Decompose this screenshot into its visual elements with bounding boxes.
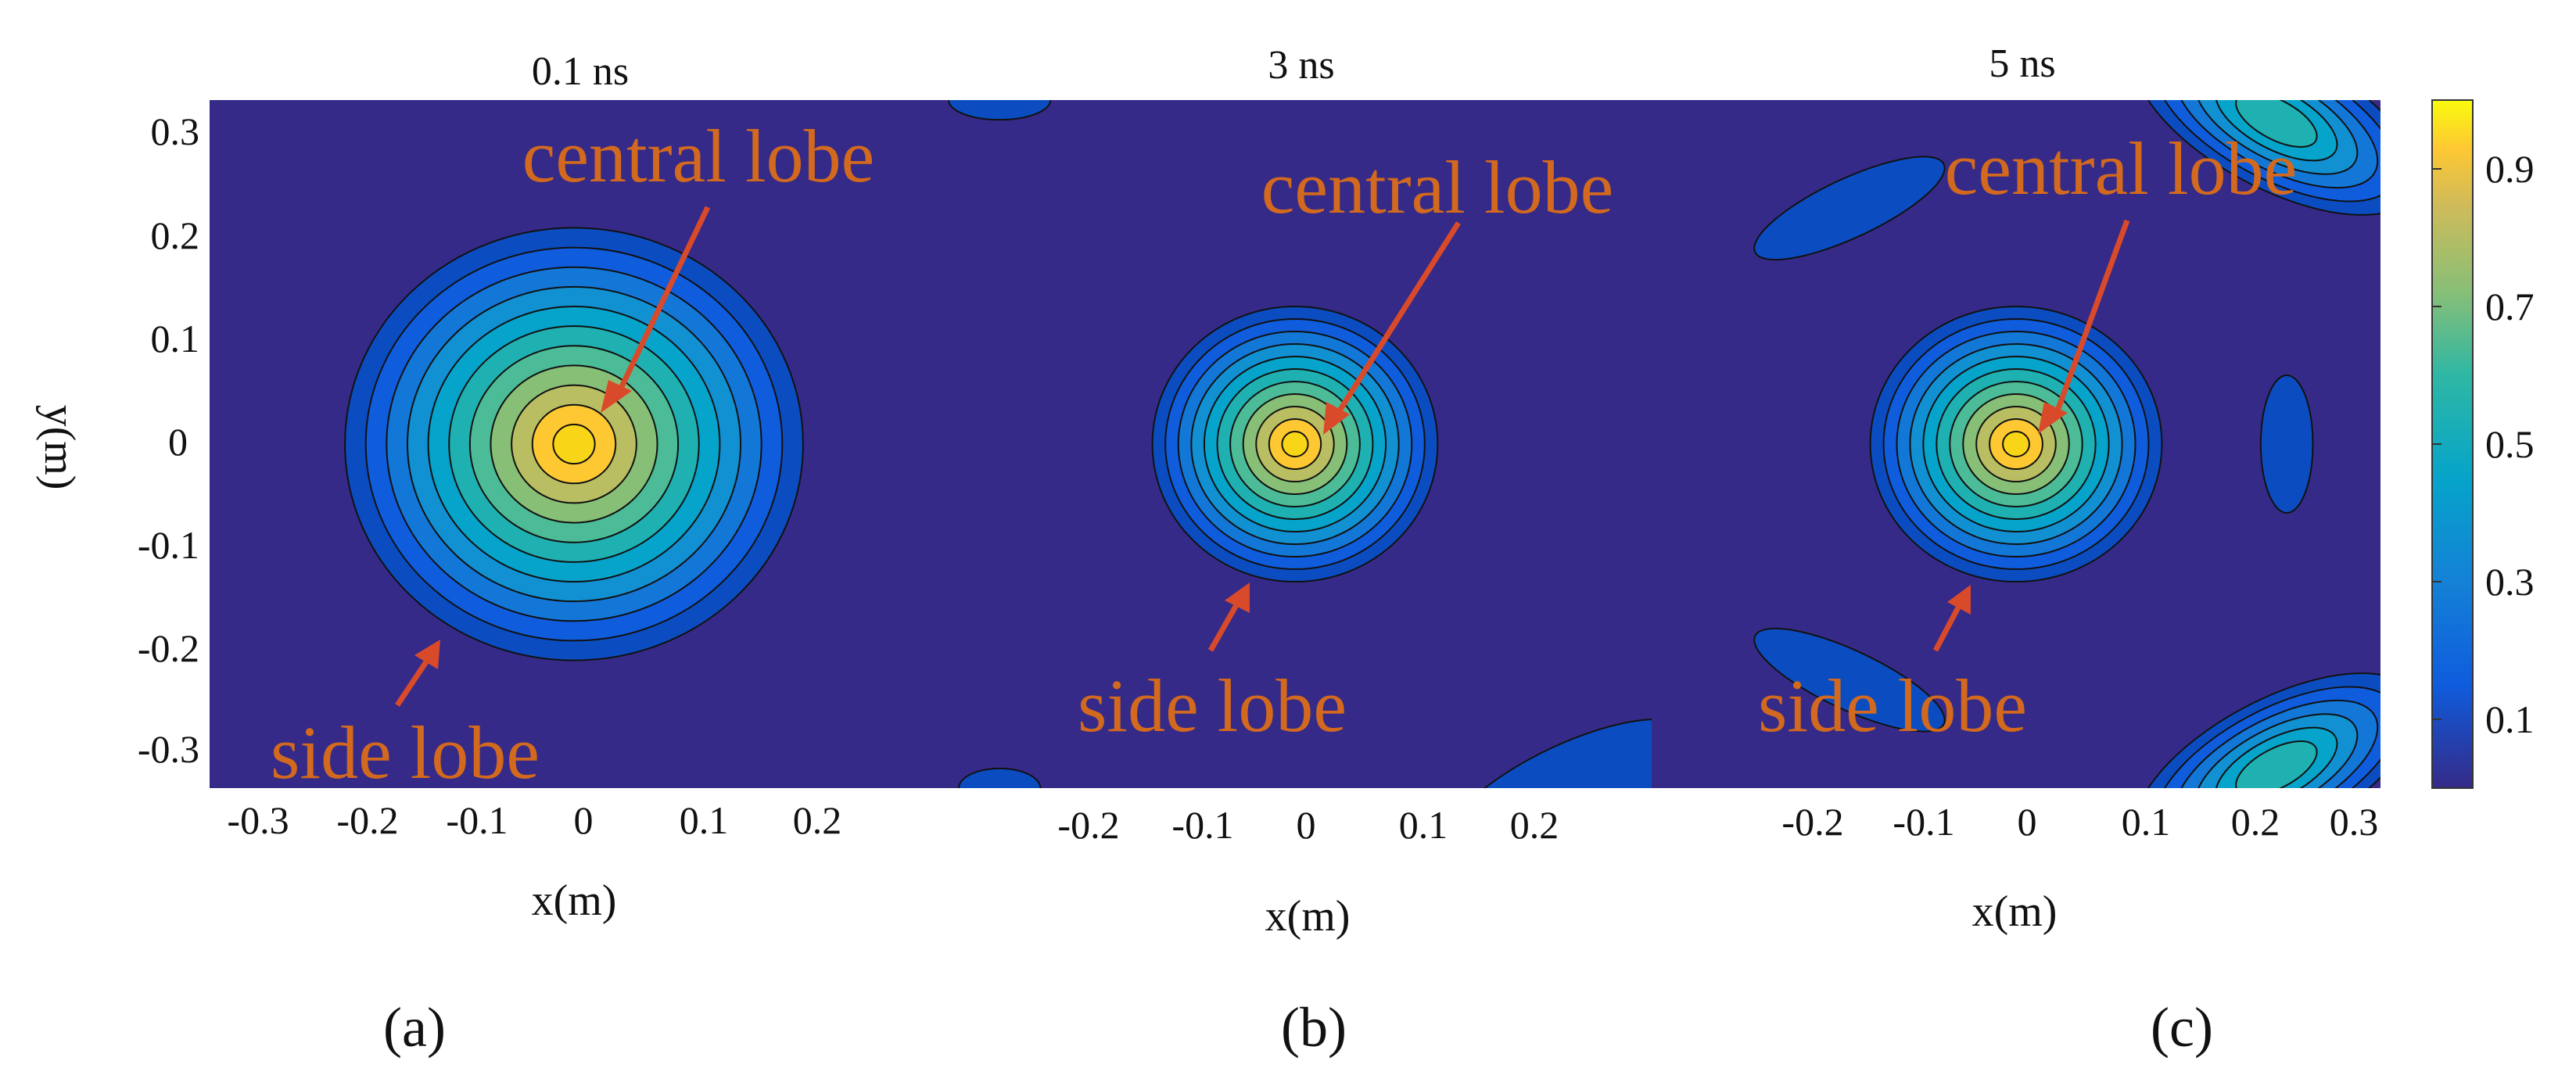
panel-c-sublabel: (c) — [2151, 996, 2213, 1059]
y-tick-label: -0.2 — [138, 626, 199, 670]
x-tick-label: 0.1 — [680, 798, 729, 842]
panel-b-side-annotation: side lobe — [1078, 664, 1347, 747]
colorbar-tick-label: 0.1 — [2485, 697, 2535, 741]
y-tick-label: 0.1 — [151, 317, 200, 360]
x-tick-label: -0.2 — [1057, 803, 1119, 847]
x-tick-label: 0.2 — [1510, 803, 1559, 847]
x-tick-label: 0.3 — [2330, 800, 2379, 844]
x-tick-label: -0.2 — [336, 798, 398, 842]
panel-a-x-ticks: -0.3 -0.2 -0.1 0 0.1 0.2 — [227, 798, 841, 842]
panel-a-sublabel: (a) — [383, 996, 446, 1059]
panel-b-central-annotation: central lobe — [1261, 145, 1613, 229]
y-tick-label: 0.2 — [151, 213, 200, 257]
panel-c-xlabel: x(m) — [1972, 887, 2058, 936]
y-tick-label: 0 — [168, 420, 188, 464]
panel-c-title: 5 ns — [1989, 41, 2055, 86]
panel-c-lobes — [1753, 100, 2380, 788]
x-tick-label: 0 — [574, 798, 594, 842]
main-lobe-contour — [552, 423, 596, 465]
colorbar-tick-label: 0.9 — [2485, 147, 2535, 191]
panel-a-lobes — [344, 227, 804, 661]
x-tick-label: 0.2 — [2231, 800, 2280, 844]
x-tick-label: -0.2 — [1781, 800, 1843, 844]
colorbar-tick-label: 0.7 — [2485, 285, 2535, 328]
main-lobe-contour — [2002, 431, 2030, 457]
panel-c: 5 ns -0.2 -0.1 0 0.1 0.2 0.3 x(m) centra… — [1652, 41, 2380, 1059]
x-tick-label: -0.1 — [1893, 800, 1954, 844]
side-lobe-contour — [2235, 100, 2318, 148]
panel-b-sublabel: (b) — [1281, 996, 1347, 1059]
panel-b-side-arrow — [1207, 582, 1250, 652]
panel-c-side-arrow — [1932, 585, 1971, 652]
panel-c-side-annotation: side lobe — [1758, 664, 2027, 747]
colorbar-ticks: 0.9 0.7 0.5 0.3 0.1 — [2432, 147, 2535, 741]
panel-a-central-annotation: central lobe — [522, 114, 874, 198]
side-lobe-contour — [1753, 627, 1946, 733]
panel-b-x-ticks: -0.2 -0.1 0 0.1 0.2 — [1057, 803, 1559, 847]
colorbar: 0.9 0.7 0.5 0.3 0.1 — [2431, 99, 2535, 789]
panel-a-side-annotation: side lobe — [271, 711, 540, 794]
panel-a-xlabel: x(m) — [532, 876, 617, 925]
panel-a-ylabel: y(m) — [35, 405, 84, 490]
colorbar-tick-label: 0.3 — [2485, 560, 2535, 604]
x-tick-label: -0.1 — [1171, 803, 1233, 847]
main-lobe-contour — [1281, 431, 1309, 457]
side-lobe-contour — [958, 767, 1042, 788]
panel-c-central-annotation: central lobe — [1945, 127, 2297, 210]
x-tick-label: 0.1 — [2122, 800, 2171, 844]
panel-c-central-arrow — [2038, 219, 2130, 434]
y-tick-label: 0.3 — [151, 109, 200, 153]
x-tick-label: 0 — [1297, 803, 1316, 847]
y-tick-label: -0.1 — [138, 523, 199, 567]
panel-b: 3 ns -0.2 -0.1 0 0.1 0.2 x(m) central lo… — [938, 43, 1652, 1059]
side-lobe-contour — [2235, 740, 2318, 788]
y-tick-label: -0.3 — [138, 727, 199, 771]
panel-a-y-ticks: 0.3 0.2 0.1 0 -0.1 -0.2 -0.3 — [138, 109, 199, 771]
side-lobe-contour — [2259, 375, 2314, 514]
side-lobe-contour — [1448, 718, 1652, 788]
side-lobe-contour — [948, 100, 1052, 121]
panel-b-xlabel: x(m) — [1265, 892, 1351, 941]
panel-a-side-arrow — [395, 640, 440, 707]
x-tick-label: -0.3 — [227, 798, 289, 842]
x-tick-label: 0.2 — [793, 798, 842, 842]
panel-a: 0.1 ns 0.3 0.2 0.1 0 -0.1 -0.2 -0.3 -0.3… — [35, 49, 938, 1059]
side-lobe-contour — [1753, 156, 1946, 261]
x-tick-label: 0 — [2018, 800, 2037, 844]
panel-a-central-arrow — [601, 206, 711, 413]
panel-c-x-ticks: -0.2 -0.1 0 0.1 0.2 0.3 — [1781, 800, 2378, 844]
x-tick-label: 0.1 — [1399, 803, 1448, 847]
panel-a-title: 0.1 ns — [532, 49, 629, 94]
panel-b-title: 3 ns — [1268, 43, 1334, 88]
panel-b-central-arrow — [1323, 221, 1461, 435]
x-tick-label: -0.1 — [446, 798, 508, 842]
colorbar-tick-label: 0.5 — [2485, 422, 2535, 466]
